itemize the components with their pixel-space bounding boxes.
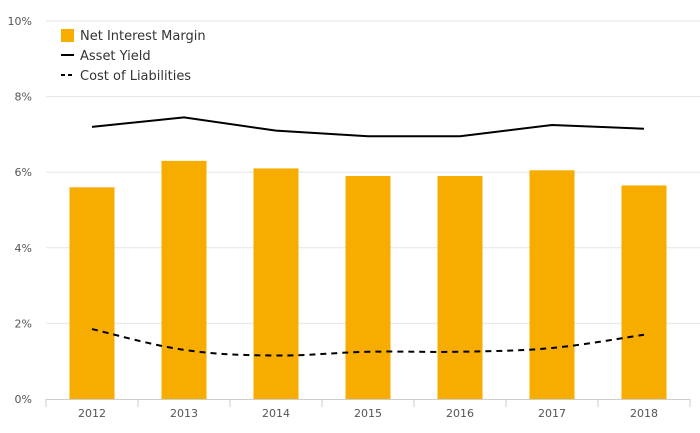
series-line-cost-of-liabilities: [91, 328, 645, 357]
x-tick-label: 2018: [630, 407, 658, 420]
bar: [253, 168, 299, 399]
bar: [345, 175, 391, 399]
bar: [621, 185, 667, 399]
x-tick-label: 2013: [170, 407, 198, 420]
bar: [161, 160, 207, 399]
legend-label-cost-of-liabilities: Cost of Liabilities: [80, 69, 191, 84]
bar: [437, 175, 483, 399]
legend-label-net-interest-margin: Net Interest Margin: [80, 29, 206, 44]
y-tick-label: 2%: [15, 317, 32, 330]
legend: Net Interest Margin Asset Yield Cost of …: [61, 29, 206, 84]
x-tick-label: 2012: [78, 407, 106, 420]
x-tick-label: 2014: [262, 407, 290, 420]
bars: [69, 160, 667, 399]
y-tick-label: 10%: [8, 15, 32, 28]
lines: [91, 116, 645, 357]
y-tick-label: 4%: [15, 242, 32, 255]
bar: [529, 170, 575, 399]
x-tick-label: 2015: [354, 407, 382, 420]
series-line-asset-yield: [91, 116, 645, 138]
y-tick-label: 8%: [15, 91, 32, 104]
legend-label-asset-yield: Asset Yield: [80, 49, 151, 64]
x-tick-label: 2016: [446, 407, 474, 420]
legend-swatch-net-interest-margin: [61, 29, 74, 42]
y-tick-label: 0%: [15, 393, 32, 406]
y-tick-label: 6%: [15, 166, 32, 179]
x-tick-label: 2017: [538, 407, 566, 420]
x-axis: 2012 2013 2014 2015 2016 2017 2018: [45, 399, 691, 420]
bar: [69, 187, 115, 399]
